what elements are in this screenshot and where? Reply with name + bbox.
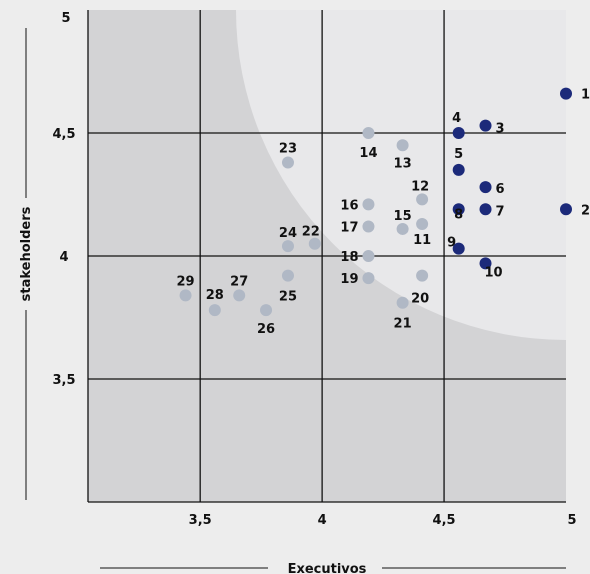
point-label-17: 17 [340,220,358,235]
point-label-25: 25 [279,290,297,305]
point-label-6: 6 [496,182,505,197]
data-point-15 [396,222,409,235]
point-label-4: 4 [452,111,461,126]
data-points [179,87,572,317]
grid [87,10,566,503]
data-point-3 [479,119,492,132]
point-labels: 1234567891011121314151617181920212223242… [177,88,590,337]
data-point-1 [560,87,572,100]
data-point-4 [452,127,465,139]
data-point-20 [416,269,429,282]
data-point-6 [479,181,492,194]
y-tick-label: 3,5 [52,373,75,388]
data-point-10 [479,257,492,270]
point-label-11: 11 [413,233,431,248]
data-point-18 [362,250,375,262]
data-point-19 [362,272,375,285]
point-label-8: 8 [454,207,463,222]
y-tick-label: 5 [61,11,70,26]
point-label-2: 2 [581,203,590,218]
x-tick-label: 4 [318,513,327,528]
point-label-21: 21 [394,317,412,332]
data-point-14 [362,127,375,139]
point-label-9: 9 [447,236,456,251]
data-point-24 [281,240,294,253]
point-label-24: 24 [279,226,297,241]
point-label-29: 29 [177,274,195,289]
point-label-18: 18 [340,250,358,265]
x-axis-title: Executivos [288,562,367,574]
data-point-26 [260,304,273,317]
point-label-5: 5 [454,147,463,162]
data-point-7 [479,203,492,216]
tick-labels: 3,5 4 4,5 5 3,5 4 4,5 5 [52,11,576,528]
point-label-23: 23 [279,142,297,157]
x-tick-label: 5 [567,513,576,528]
data-point-25 [281,269,294,282]
point-label-10: 10 [484,265,502,280]
point-label-7: 7 [496,204,505,219]
highlight-region [236,10,566,340]
point-label-14: 14 [359,146,377,161]
point-label-19: 19 [340,272,358,287]
data-point-2 [560,203,572,216]
data-point-23 [281,156,294,169]
x-tick-label: 3,5 [189,513,212,528]
data-point-22 [308,237,321,250]
point-label-22: 22 [302,225,320,240]
point-label-27: 27 [230,274,248,289]
data-point-17 [362,220,375,233]
data-point-16 [362,198,375,211]
data-point-12 [416,193,429,206]
point-label-1: 1 [581,88,590,103]
data-point-9 [452,242,465,255]
data-point-28 [208,304,221,317]
point-label-16: 16 [340,198,358,213]
point-label-28: 28 [206,288,224,303]
point-label-26: 26 [257,322,275,337]
data-point-5 [452,163,465,176]
point-label-12: 12 [411,179,429,194]
y-tick-label: 4 [59,250,68,265]
point-label-15: 15 [394,209,412,224]
data-point-11 [416,218,429,231]
point-label-20: 20 [411,292,429,307]
y-tick-label: 4,5 [52,127,75,142]
data-point-8 [452,203,465,216]
x-tick-label: 4,5 [433,513,456,528]
y-axis-title: stakeholders [19,206,34,301]
data-point-21 [396,296,409,309]
data-point-27 [233,289,246,302]
data-point-13 [396,139,409,152]
point-label-13: 13 [394,156,412,171]
point-label-3: 3 [496,122,505,137]
data-point-29 [179,289,192,302]
